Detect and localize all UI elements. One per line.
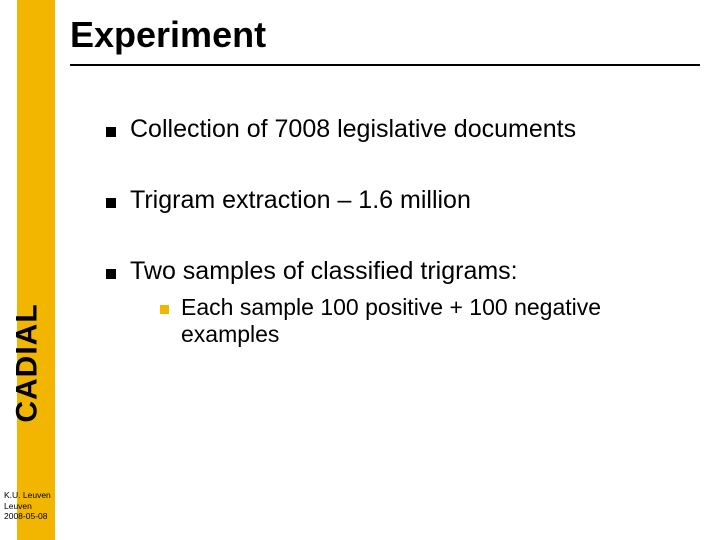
footer-line2: Leuven [4, 501, 51, 512]
sub-bullet-list: Each sample 100 positive + 100 negative … [160, 294, 690, 348]
slide-title: Experiment [70, 14, 266, 56]
footer-line1: K.U. Leuven [4, 490, 51, 501]
bullet-text: Collection of 7008 legislative documents [130, 115, 576, 144]
content-area: Collection of 7008 legislative documents… [106, 115, 690, 348]
title-underline [70, 64, 700, 66]
bullet-item: Trigram extraction – 1.6 million [106, 186, 690, 215]
bullet-square-icon [106, 198, 116, 208]
bullet-body: Two samples of classified trigrams: Each… [130, 257, 690, 348]
bullet-square-icon [106, 269, 116, 279]
bullet-item: Two samples of classified trigrams: Each… [106, 257, 690, 348]
sub-bullet-square-icon [160, 305, 169, 314]
bullet-square-icon [106, 127, 116, 137]
logo-text: CADIAL [11, 303, 45, 422]
sub-bullet-item: Each sample 100 positive + 100 negative … [160, 294, 690, 348]
bullet-item: Collection of 7008 legislative documents [106, 115, 690, 144]
bullet-text: Two samples of classified trigrams: [130, 257, 690, 286]
sub-bullet-text: Each sample 100 positive + 100 negative … [181, 294, 690, 348]
footer: K.U. Leuven Leuven 2008-05-08 [4, 490, 51, 522]
bullet-text: Trigram extraction – 1.6 million [130, 186, 471, 215]
sidebar-accent-bar [17, 0, 55, 540]
footer-line3: 2008-05-08 [4, 511, 51, 522]
